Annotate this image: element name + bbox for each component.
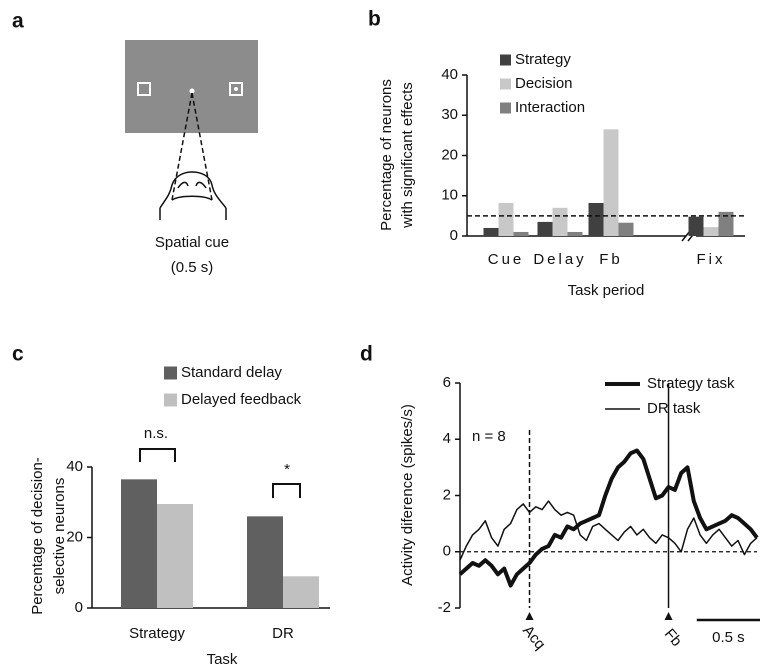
legend-swatch xyxy=(500,54,511,66)
y-tick-label: 0 xyxy=(450,227,458,244)
legend-swatch xyxy=(164,393,177,407)
legend-label: Decision xyxy=(515,75,573,92)
bar xyxy=(157,504,193,608)
panel-label: b xyxy=(368,8,381,31)
y-axis-title: Activity diference (spikes/s) xyxy=(399,404,416,586)
y-axis-title: with significant effects xyxy=(399,82,416,229)
caption: (0.5 s) xyxy=(171,259,214,276)
gaze-line xyxy=(171,92,193,201)
bar xyxy=(121,479,157,608)
bar xyxy=(513,231,529,236)
legend-label: Interaction xyxy=(515,99,585,116)
spatial-cue-illustration xyxy=(125,40,258,220)
panel-label: d xyxy=(360,343,373,366)
y-tick-label: 0 xyxy=(75,599,83,616)
y-tick-label: 10 xyxy=(441,187,458,204)
legend-label: Delayed feedback xyxy=(181,391,302,408)
x-tick-label: Delay xyxy=(533,251,586,268)
bar xyxy=(552,207,568,236)
legend-swatch xyxy=(164,366,177,380)
bar xyxy=(703,227,719,236)
bar xyxy=(718,211,734,236)
y-tick-label: 20 xyxy=(66,528,83,545)
legend-swatch xyxy=(500,102,511,114)
x-axis-title: Task period xyxy=(568,282,645,299)
legend-label: DR task xyxy=(647,400,701,417)
y-tick-label: 20 xyxy=(441,146,458,163)
event-marker xyxy=(525,612,534,620)
bar xyxy=(483,227,499,236)
y-tick-label: 0 xyxy=(443,543,451,560)
event-label: Fb xyxy=(661,625,685,649)
y-axis-title: selective neurons xyxy=(51,478,68,595)
y-tick-label: 2 xyxy=(443,486,451,503)
y-tick-label: 40 xyxy=(441,66,458,83)
bar xyxy=(603,129,619,236)
gaze-line xyxy=(191,92,213,201)
screen xyxy=(125,40,258,133)
y-tick-label: 6 xyxy=(443,374,451,391)
annotation: n.s. xyxy=(144,425,168,442)
cue-dot xyxy=(234,87,238,91)
target-left xyxy=(137,82,151,96)
event-marker xyxy=(664,612,673,620)
data-line xyxy=(458,448,759,588)
significance-bracket xyxy=(272,483,301,498)
bar xyxy=(688,216,704,236)
event-label: Acq xyxy=(519,622,549,653)
legend-swatch xyxy=(500,78,511,90)
legend-label: Standard delay xyxy=(181,364,282,381)
bar xyxy=(588,202,604,236)
bar xyxy=(283,576,319,608)
x-tick-label: DR xyxy=(272,625,294,642)
fixation-dot xyxy=(189,88,195,94)
legend-label: Strategy task xyxy=(647,375,735,392)
target-right xyxy=(229,82,243,96)
bar xyxy=(567,231,583,236)
legend-label: Strategy xyxy=(515,51,571,68)
y-tick-label: 30 xyxy=(441,106,458,123)
scale-bar-label: 0.5 s xyxy=(712,629,745,646)
head xyxy=(159,171,227,209)
annotation: * xyxy=(284,461,290,478)
x-axis-title: Task xyxy=(207,651,238,668)
panel-label: c xyxy=(12,343,24,366)
y-tick-label: -2 xyxy=(438,599,451,616)
y-axis-title: Percentage of decision- xyxy=(29,457,46,615)
bar xyxy=(247,516,283,608)
y-tick-label: 4 xyxy=(443,430,451,447)
y-axis-title: Percentage of neurons xyxy=(378,79,395,231)
panel-label: a xyxy=(12,10,24,33)
bar xyxy=(498,202,514,236)
significance-bracket xyxy=(139,448,176,462)
annotation: n = 8 xyxy=(472,428,506,445)
x-tick-label: Cue xyxy=(488,251,525,268)
x-tick-label: Fb xyxy=(599,251,623,268)
x-tick-label: Strategy xyxy=(129,625,185,642)
caption: Spatial cue xyxy=(155,234,229,251)
x-tick-label: Fix xyxy=(697,251,726,268)
bar xyxy=(537,221,553,236)
y-tick-label: 40 xyxy=(66,458,83,475)
bar xyxy=(618,222,634,236)
data-line xyxy=(459,500,758,561)
